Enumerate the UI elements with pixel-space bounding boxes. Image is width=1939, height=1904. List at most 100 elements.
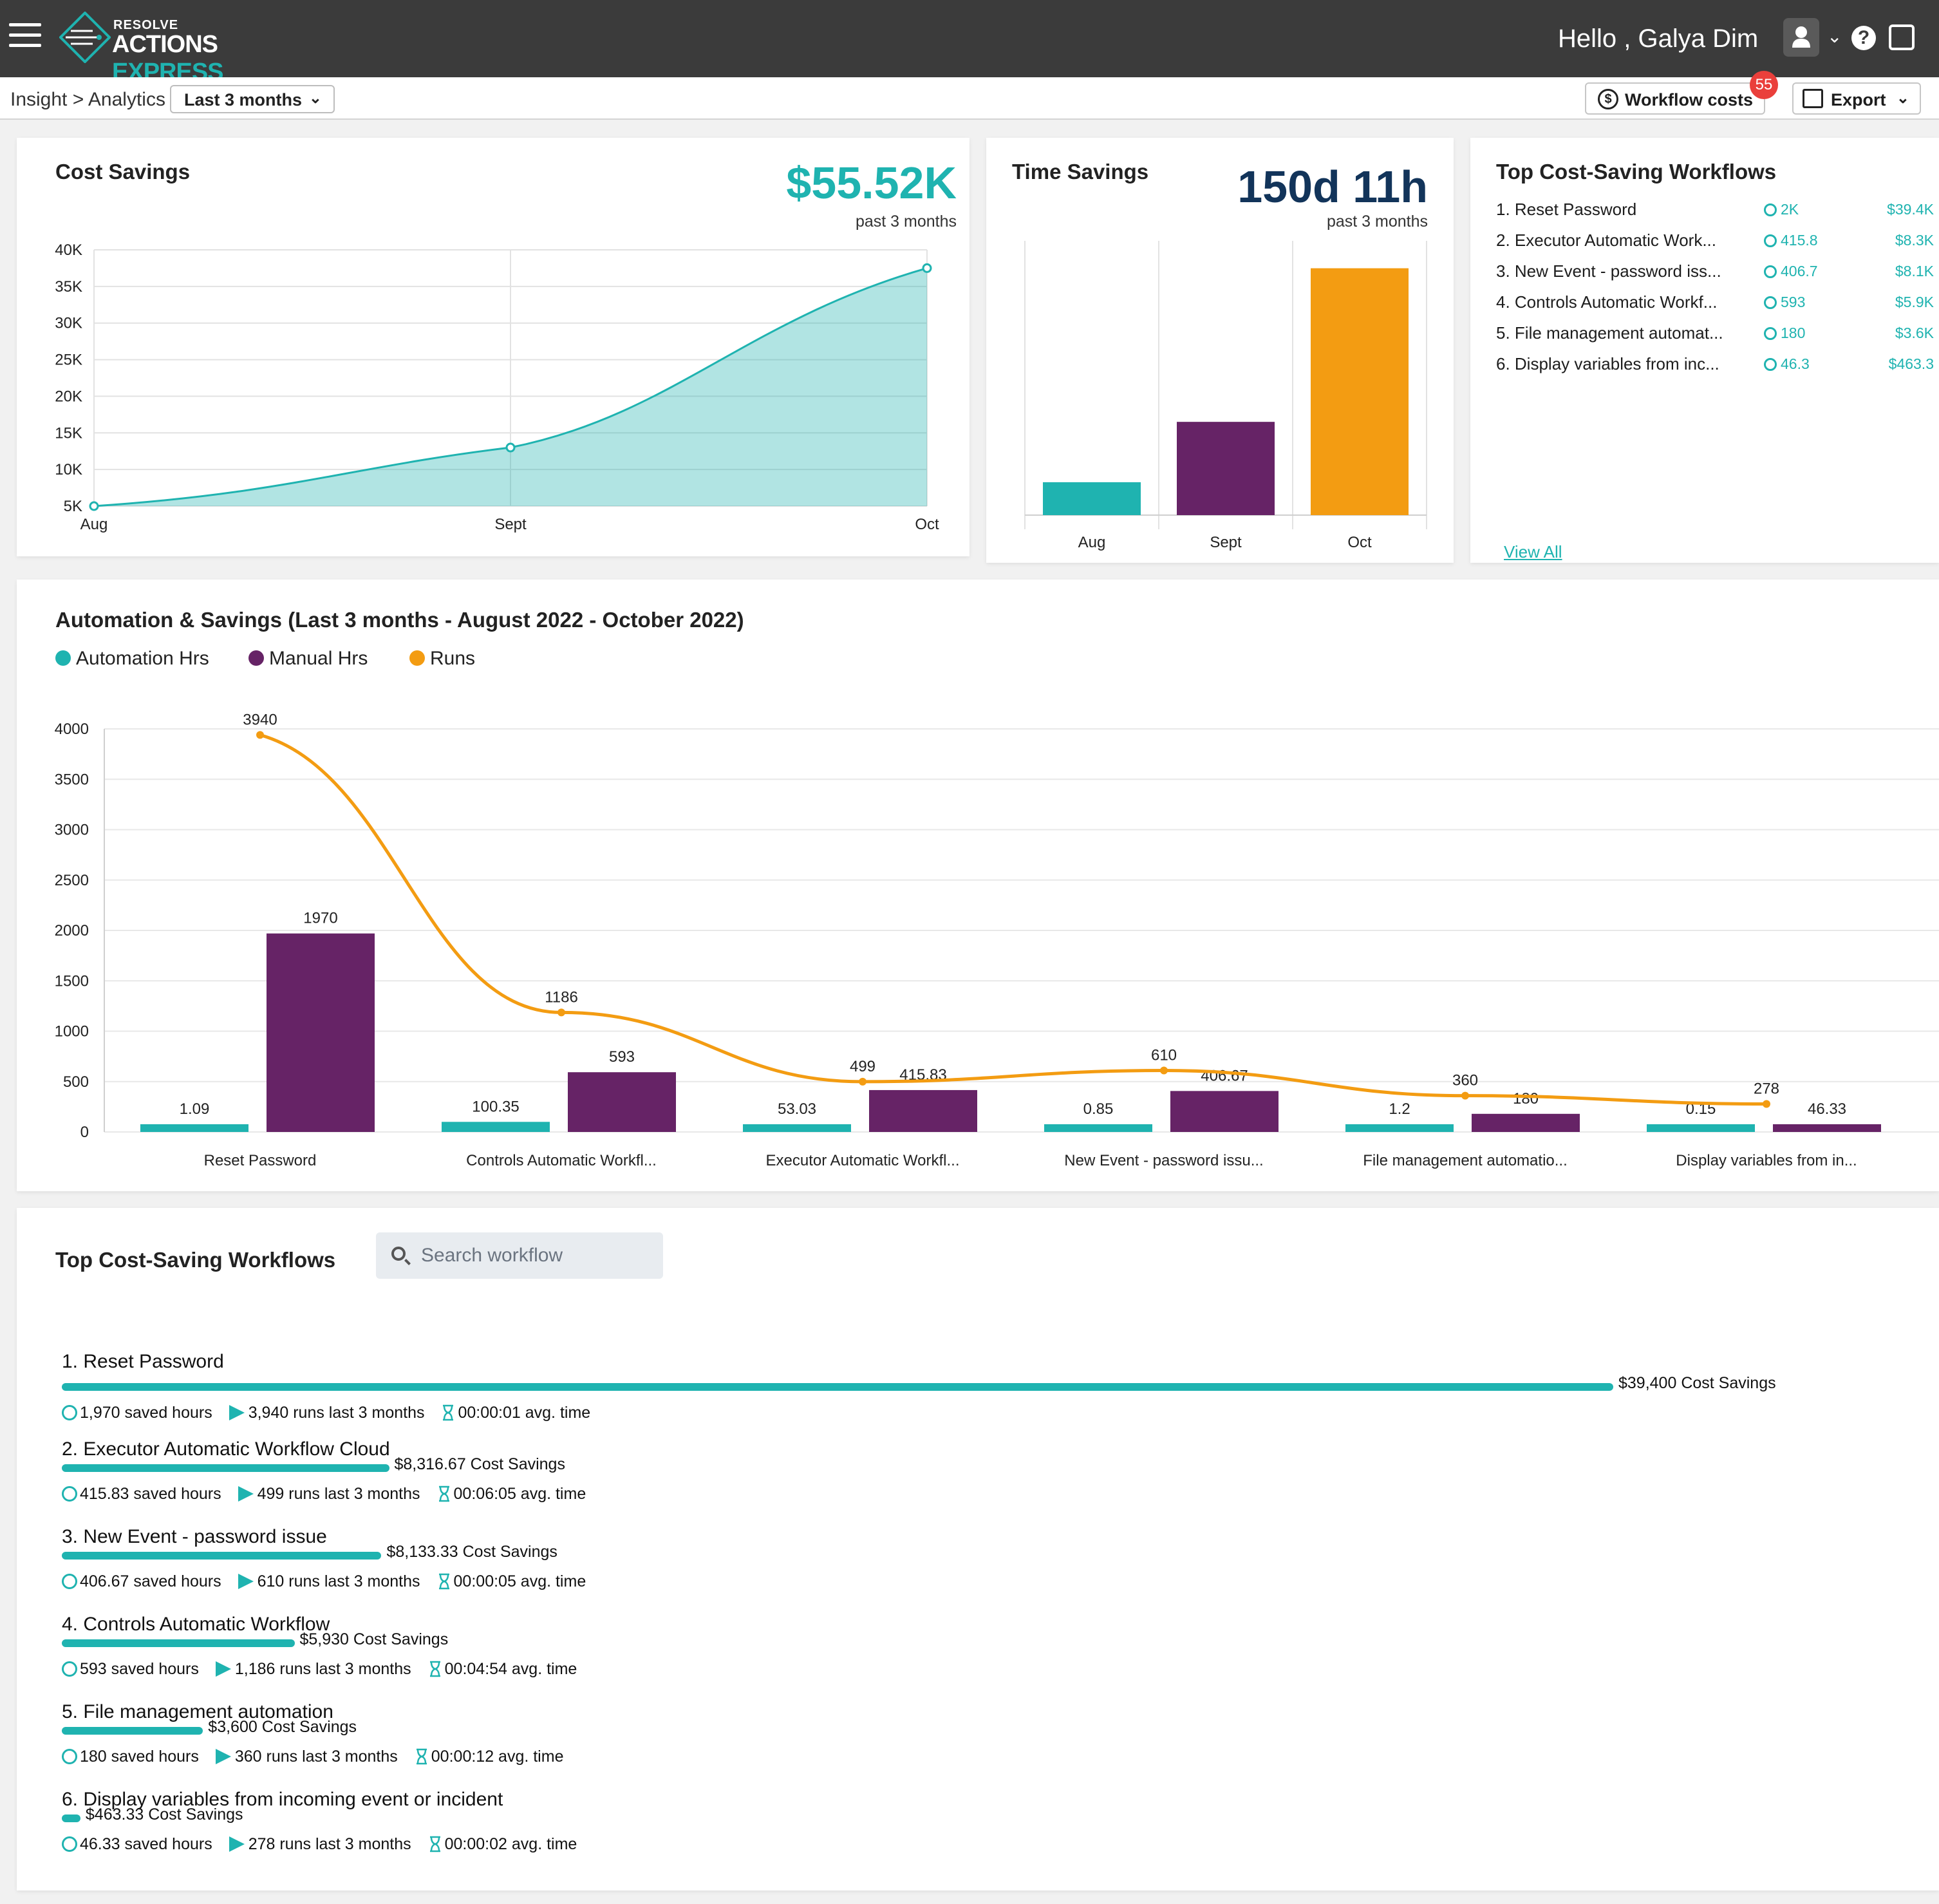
saved-hours-text: 180 saved hours [80, 1748, 199, 1766]
workflow-row[interactable]: 1. Reset Password $39,400 Cost Savings 1,9… [62, 1351, 1864, 1438]
saved-hours-text: 593 saved hours [80, 1660, 199, 1678]
workflow-costs-button[interactable]: $ Workflow costs [1585, 82, 1765, 115]
data-label: 100.35 [472, 1098, 519, 1115]
bar-automation[interactable] [140, 1124, 248, 1132]
user-menu-button[interactable] [1783, 18, 1819, 57]
bar[interactable] [1311, 268, 1409, 515]
area-fill [94, 268, 927, 506]
data-point[interactable] [505, 442, 516, 453]
runs-point[interactable] [1160, 1066, 1168, 1075]
x-tick-label: Oct [1347, 534, 1372, 551]
card-title: Top Cost-Saving Workflows [55, 1248, 336, 1272]
workflow-row[interactable]: 6. Display variables from incoming event… [62, 1789, 1864, 1876]
app-logo[interactable]: RESOLVE ACTIONS EXPRESS [59, 9, 278, 86]
date-range-label: Last 3 months [184, 90, 303, 109]
data-label: 46.33 [1808, 1100, 1846, 1118]
help-icon[interactable]: ? [1851, 26, 1876, 50]
workflow-row[interactable]: 4. Controls Automatic Workflow $5,930 Cos… [62, 1614, 1864, 1701]
y-tick-label: 0 [80, 1124, 89, 1141]
data-label: 1.2 [1389, 1100, 1410, 1118]
legend-item-runs[interactable]: Runs [409, 648, 475, 670]
view-all-link[interactable]: View All [1504, 542, 1562, 561]
fullscreen-icon[interactable] [1889, 24, 1915, 50]
top-workflow-row[interactable]: 1. Reset Password 2K $39.4K [1496, 200, 1934, 225]
saved-hours: 46.33 saved hours [62, 1835, 212, 1854]
search-workflow[interactable] [376, 1232, 663, 1279]
y-tick-label: 1500 [55, 972, 89, 990]
bar-manual[interactable] [1472, 1113, 1580, 1132]
search-input[interactable] [421, 1243, 653, 1268]
automation-savings-card: Automation & Savings (Last 3 months - Au… [17, 580, 1939, 1191]
workflow-row[interactable]: 2. Executor Automatic Workflow Cloud $8,3… [62, 1438, 1864, 1526]
cost-value: $3.6K [1895, 325, 1934, 341]
legend-item-automation[interactable]: Automation Hrs [55, 648, 209, 670]
runs-text: 278 runs last 3 months [248, 1835, 411, 1853]
date-range-select[interactable]: Last 3 months ⌄ [170, 85, 335, 113]
clock-icon [1764, 358, 1777, 371]
bar-manual[interactable] [869, 1089, 977, 1132]
search-icon [391, 1247, 406, 1261]
hours-value: 406.7 [1781, 263, 1818, 279]
bar[interactable] [1177, 422, 1275, 515]
workflow-name: 1. Reset Password [62, 1351, 224, 1372]
hourglass-icon [443, 1404, 454, 1421]
savings-bar [62, 1383, 1613, 1391]
y-tick-label: 15K [55, 424, 82, 442]
export-button[interactable]: Export ⌄ [1792, 82, 1921, 115]
data-label: 1970 [303, 910, 337, 927]
data-point[interactable] [89, 501, 99, 511]
hours-value: 46.3 [1781, 355, 1810, 372]
bar-automation[interactable] [1044, 1124, 1152, 1132]
y-tick-label: 20K [55, 388, 82, 405]
runs-point[interactable] [1461, 1091, 1469, 1100]
runs-point[interactable] [1763, 1100, 1770, 1108]
hourglass-icon [429, 1661, 440, 1677]
top-workflow-row[interactable]: 3. New Event - password iss... 406.7 $8.1K [1496, 261, 1934, 287]
bar-automation[interactable] [743, 1124, 851, 1132]
bar-automation[interactable] [1345, 1124, 1454, 1132]
y-tick-label: 25K [55, 352, 82, 369]
bar-automation[interactable] [442, 1122, 550, 1132]
data-point[interactable] [922, 263, 932, 273]
top-workflow-row[interactable]: 2. Executor Automatic Work... 415.8 $8.3K [1496, 231, 1934, 256]
workflow-meta: 406.67 saved hours 610 runs last 3 months… [62, 1572, 603, 1591]
runs-point[interactable] [859, 1077, 866, 1086]
legend-dot [55, 650, 71, 666]
top-workflow-row[interactable]: 6. Display variables from inc... 46.3 $463… [1496, 354, 1934, 380]
savings-bar [62, 1814, 80, 1822]
x-tick-label: Controls Automatic Workfl... [466, 1152, 657, 1169]
bar[interactable] [1043, 482, 1141, 515]
clock-icon [1764, 296, 1777, 309]
avg-time: 00:06:05 avg. time [437, 1485, 586, 1503]
top-workflow-row[interactable]: 4. Controls Automatic Workf... 593 $5.9K [1496, 292, 1934, 318]
runs-point[interactable] [557, 1008, 565, 1017]
clock-icon [1764, 203, 1777, 216]
bar-manual[interactable] [1170, 1091, 1279, 1132]
workflow-row[interactable]: 3. New Event - password issue $8,133.33 C… [62, 1526, 1864, 1614]
legend-item-manual[interactable]: Manual Hrs [248, 648, 368, 670]
bar-manual[interactable] [568, 1072, 676, 1132]
workflow-row[interactable]: 5. File management automation $3,600 Cost… [62, 1701, 1864, 1789]
card-title: Automation & Savings (Last 3 months - Au… [55, 608, 744, 632]
data-label: 406.67 [1201, 1067, 1248, 1084]
breadcrumb[interactable]: Insight > Analytics [10, 89, 165, 110]
menu-icon[interactable] [9, 23, 41, 49]
saved-hours-text: 406.67 saved hours [80, 1572, 221, 1590]
bar-manual[interactable] [267, 933, 375, 1132]
savings-bar [62, 1552, 382, 1560]
top-workflow-row[interactable]: 5. File management automat... 180 $3.6K [1496, 323, 1934, 349]
saved-hours: 180 saved hours [62, 1748, 199, 1766]
chevron-down-icon: ⌄ [308, 90, 322, 107]
runs-text: 499 runs last 3 months [257, 1485, 420, 1503]
bar-automation[interactable] [1647, 1124, 1755, 1132]
bar-manual[interactable] [1773, 1124, 1881, 1132]
external-link-icon [1803, 89, 1823, 108]
saved-hours: 46.3 [1764, 355, 1810, 373]
runs-text: 360 runs last 3 months [234, 1748, 398, 1766]
y-tick-label: 35K [55, 278, 82, 296]
y-tick-label: 4000 [55, 721, 89, 738]
x-tick-label: Oct [915, 516, 939, 533]
runs-point[interactable] [256, 731, 264, 739]
chevron-down-icon[interactable]: ⌄ [1827, 26, 1842, 46]
hourglass-icon [438, 1573, 449, 1590]
